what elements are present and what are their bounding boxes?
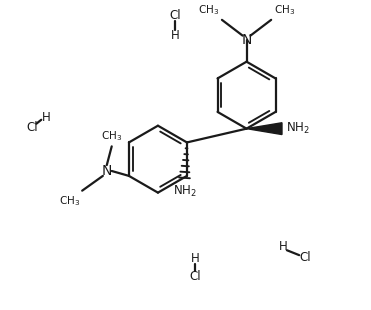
Polygon shape (247, 123, 282, 135)
Text: CH$_3$: CH$_3$ (198, 4, 220, 17)
Text: NH$_2$: NH$_2$ (286, 121, 310, 136)
Text: CH$_3$: CH$_3$ (59, 194, 80, 208)
Text: Cl: Cl (169, 9, 181, 22)
Text: CH$_3$: CH$_3$ (274, 4, 295, 17)
Text: CH$_3$: CH$_3$ (101, 129, 122, 143)
Text: H: H (171, 29, 180, 42)
Text: H: H (279, 240, 288, 253)
Text: Cl: Cl (300, 251, 311, 264)
Text: H: H (42, 111, 50, 124)
Text: NH$_2$: NH$_2$ (173, 184, 196, 199)
Text: Cl: Cl (189, 270, 201, 283)
Text: H: H (190, 252, 199, 265)
Text: N: N (102, 164, 112, 178)
Text: N: N (242, 33, 252, 46)
Text: Cl: Cl (27, 121, 38, 134)
